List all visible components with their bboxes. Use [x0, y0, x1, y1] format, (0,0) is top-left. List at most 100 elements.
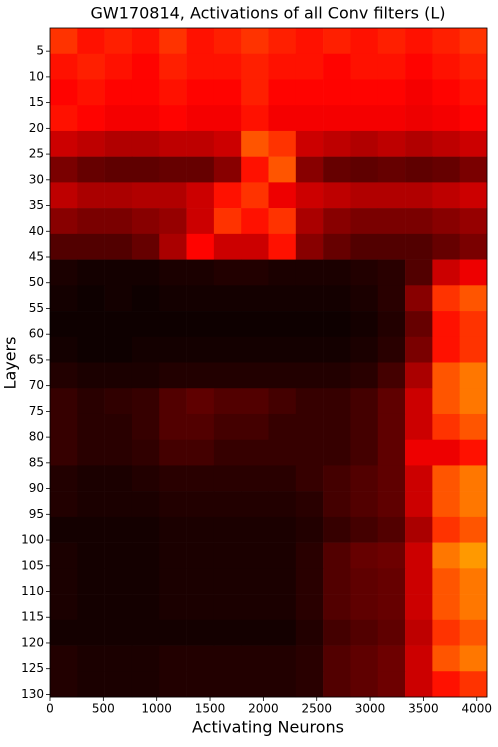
- heatmap-cell: [159, 79, 187, 106]
- heatmap-cell: [241, 645, 269, 672]
- heatmap-cell: [159, 619, 187, 646]
- heatmap-cell: [295, 53, 324, 80]
- heatmap-cell: [295, 130, 324, 157]
- heatmap-cell: [77, 568, 105, 595]
- heatmap-cell: [295, 388, 324, 415]
- heatmap-cell: [241, 130, 269, 157]
- heatmap-cell: [186, 105, 215, 132]
- heatmap-cell: [350, 182, 379, 209]
- heatmap-cell: [377, 208, 406, 235]
- heatmap-cell: [159, 491, 187, 518]
- heatmap-cell: [350, 388, 379, 415]
- heatmap-cell: [295, 439, 324, 466]
- heatmap-cell: [459, 233, 488, 260]
- heatmap-cell: [295, 336, 324, 363]
- heatmap-cell: [50, 53, 78, 80]
- heatmap-cell: [459, 53, 488, 80]
- heatmap-cell: [131, 362, 160, 389]
- y-tick-label: 125: [21, 661, 44, 675]
- heatmap-cell: [131, 105, 160, 132]
- heatmap-cell: [104, 79, 133, 106]
- heatmap-cell: [186, 671, 215, 698]
- heatmap-cell: [241, 336, 269, 363]
- heatmap-cell: [50, 311, 78, 338]
- heatmap-cell: [159, 439, 187, 466]
- y-tick-label: 85: [29, 455, 44, 469]
- heatmap-cell: [241, 156, 269, 183]
- heatmap-cell: [295, 311, 324, 338]
- heatmap-cell: [104, 130, 133, 157]
- heatmap-cell: [50, 130, 78, 157]
- heatmap-cell: [104, 233, 133, 260]
- heatmap-cell: [50, 516, 78, 543]
- heatmap-cell: [295, 233, 324, 260]
- heatmap-cell: [350, 671, 379, 698]
- heatmap-cell: [104, 491, 133, 518]
- heatmap-cell: [131, 259, 160, 286]
- heatmap-cell: [131, 156, 160, 183]
- heatmap-cell: [104, 388, 133, 415]
- x-tick-label: 1500: [195, 702, 226, 716]
- heatmap-cell: [50, 79, 78, 106]
- heatmap-cell: [459, 259, 488, 286]
- heatmap-cell: [159, 156, 187, 183]
- heatmap-cell: [405, 311, 433, 338]
- heatmap-cell: [213, 465, 242, 492]
- heatmap-cell: [159, 182, 187, 209]
- heatmap-cell: [405, 208, 433, 235]
- heatmap-cell: [50, 259, 78, 286]
- heatmap-cell: [405, 413, 433, 440]
- heatmap-cell: [131, 619, 160, 646]
- heatmap-cell: [350, 439, 379, 466]
- heatmap-cell: [377, 388, 406, 415]
- heatmap-cell: [186, 259, 215, 286]
- heatmap-cell: [377, 156, 406, 183]
- heatmap-cell: [405, 619, 433, 646]
- heatmap-cell: [77, 671, 105, 698]
- heatmap-cell: [77, 259, 105, 286]
- heatmap-cell: [104, 285, 133, 312]
- heatmap-cell: [323, 671, 351, 698]
- heatmap-cell: [268, 413, 297, 440]
- heatmap-cell: [459, 439, 488, 466]
- heatmap-cell: [131, 285, 160, 312]
- heatmap-cell: [77, 130, 105, 157]
- heatmap-cell: [459, 182, 488, 209]
- heatmap-cell: [213, 285, 242, 312]
- heatmap-cell: [405, 105, 433, 132]
- heatmap-cell: [459, 465, 488, 492]
- heatmap-cell: [405, 465, 433, 492]
- heatmap-cell: [50, 439, 78, 466]
- heatmap-cell: [295, 645, 324, 672]
- heatmap-cell: [459, 413, 488, 440]
- heatmap-cell: [459, 28, 488, 55]
- heatmap-cell: [405, 233, 433, 260]
- heatmap-cell: [186, 388, 215, 415]
- heatmap-cell: [377, 53, 406, 80]
- heatmap-cell: [50, 568, 78, 595]
- heatmap-cell: [131, 491, 160, 518]
- heatmap-cell: [323, 285, 351, 312]
- heatmap-cell: [241, 208, 269, 235]
- heatmap-cell: [159, 516, 187, 543]
- heatmap-cell: [432, 413, 460, 440]
- heatmap-cell: [323, 362, 351, 389]
- heatmap-cell: [268, 311, 297, 338]
- heatmap-cell: [186, 619, 215, 646]
- heatmap-cell: [159, 388, 187, 415]
- heatmap-cell: [323, 516, 351, 543]
- heatmap-cell: [159, 233, 187, 260]
- heatmap-cell: [432, 285, 460, 312]
- heatmap-cell: [213, 130, 242, 157]
- y-tick-label: 70: [29, 378, 44, 392]
- heatmap-cell: [186, 542, 215, 569]
- heatmap-cell: [405, 542, 433, 569]
- heatmap-cell: [213, 208, 242, 235]
- heatmap-cell: [159, 311, 187, 338]
- heatmap-cell: [323, 336, 351, 363]
- heatmap-cell: [295, 671, 324, 698]
- heatmap-cell: [213, 491, 242, 518]
- heatmap-cell: [295, 465, 324, 492]
- heatmap-cell: [350, 568, 379, 595]
- heatmap-cell: [350, 311, 379, 338]
